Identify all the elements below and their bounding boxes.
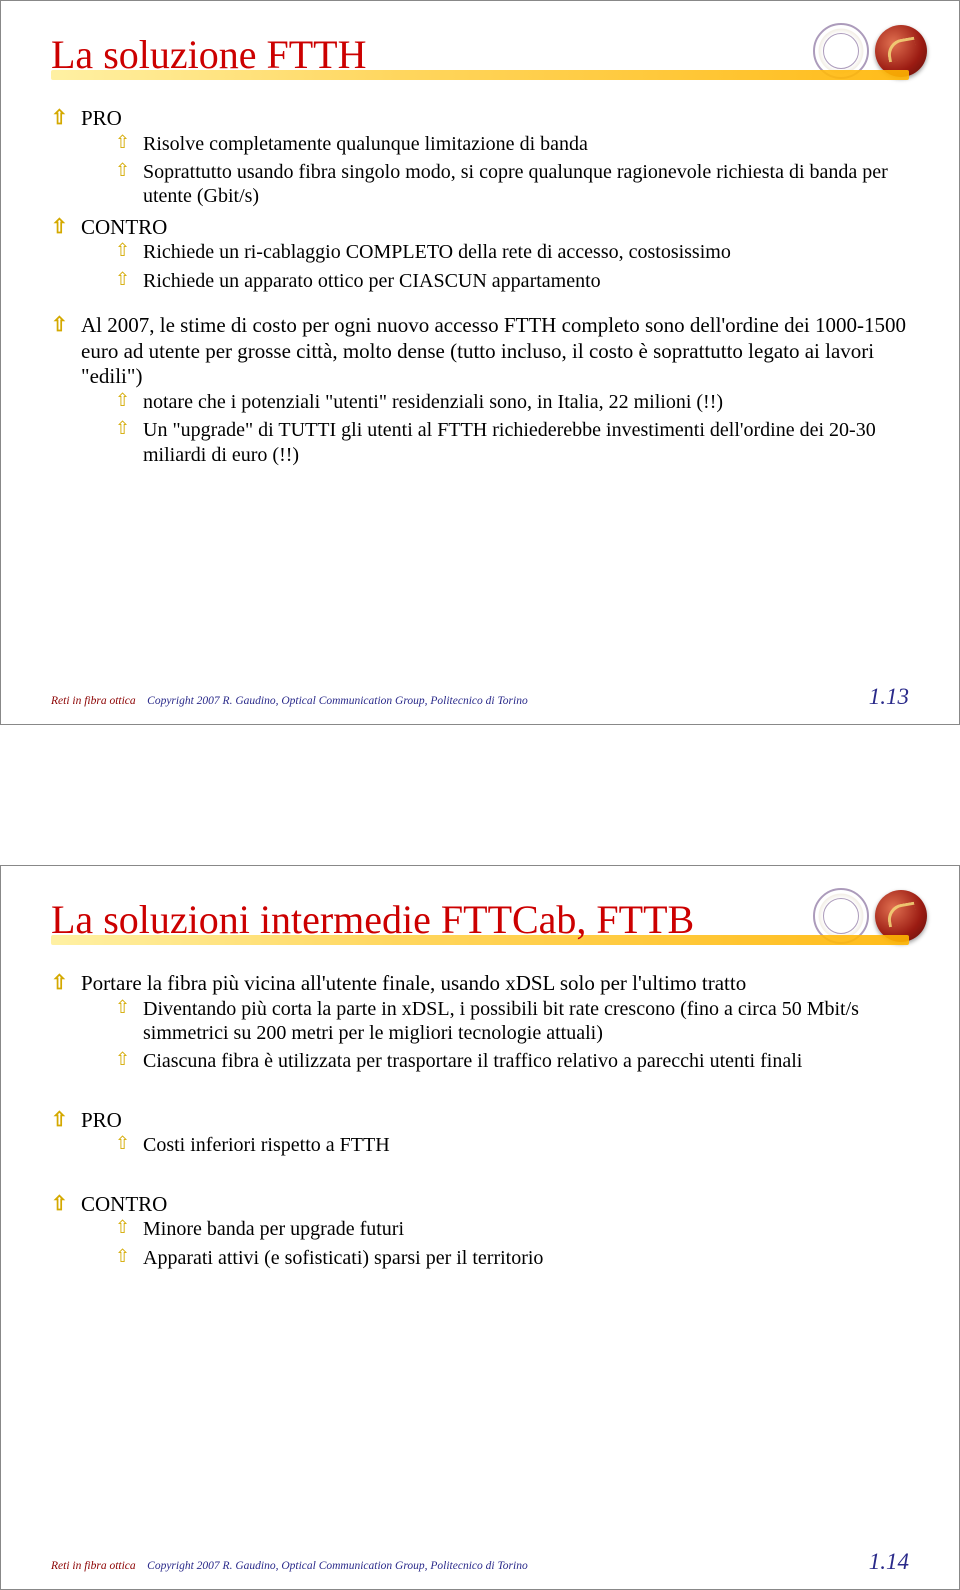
footer-course: Reti in fibra ottica: [51, 1560, 136, 1572]
footer-copyright: Copyright 2007 R. Gaudino, Optical Commu…: [147, 1560, 528, 1572]
contro-label: CONTRO: [81, 215, 167, 239]
bullet-pro: PRO Risolve completamente qualunque limi…: [51, 106, 909, 209]
intro-text: Portare la fibra più vicina all'utente f…: [81, 971, 746, 995]
pro-label: PRO: [81, 1108, 122, 1132]
bullet-intro: Portare la fibra più vicina all'utente f…: [51, 971, 909, 1074]
footer-course: Reti in fibra ottica: [51, 695, 136, 707]
title-wrap: La soluzioni intermedie FTTCab, FTTB: [51, 896, 909, 943]
list-item: Un "upgrade" di TUTTI gli utenti al FTTH…: [115, 418, 909, 467]
list-item: Costi inferiori rispetto a FTTH: [115, 1133, 909, 1157]
contro-label: CONTRO: [81, 1192, 167, 1216]
slide-footer: Reti in fibra ottica Copyright 2007 R. G…: [51, 1549, 909, 1575]
page-number: 1.13: [869, 684, 909, 710]
pro-label: PRO: [81, 106, 122, 130]
slide-14: La soluzioni intermedie FTTCab, FTTB Por…: [0, 865, 960, 1590]
list-item: Richiede un ri-cablaggio COMPLETO della …: [115, 240, 909, 264]
al2007-text: Al 2007, le stime di costo per ogni nuov…: [81, 313, 906, 388]
footer-text: Reti in fibra ottica Copyright 2007 R. G…: [51, 1560, 528, 1572]
slide-13: La soluzione FTTH PRO Risolve completame…: [0, 0, 960, 725]
slide-footer: Reti in fibra ottica Copyright 2007 R. G…: [51, 684, 909, 710]
list-item: notare che i potenziali "utenti" residen…: [115, 390, 909, 414]
list-item: Diventando più corta la parte in xDSL, i…: [115, 997, 909, 1046]
list-item: Soprattutto usando fibra singolo modo, s…: [115, 160, 909, 209]
bullet-al2007: Al 2007, le stime di costo per ogni nuov…: [51, 313, 909, 467]
list-item: Apparati attivi (e sofisticati) sparsi p…: [115, 1246, 909, 1270]
list-item: Risolve completamente qualunque limitazi…: [115, 132, 909, 156]
footer-copyright: Copyright 2007 R. Gaudino, Optical Commu…: [147, 695, 528, 707]
bullet-contro: CONTRO Minore banda per upgrade futuri A…: [51, 1192, 909, 1270]
bullet-pro: PRO Costi inferiori rispetto a FTTH: [51, 1108, 909, 1158]
list-item: Richiede un apparato ottico per CIASCUN …: [115, 269, 909, 293]
slide-title: La soluzione FTTH: [51, 31, 909, 78]
list-item: Ciascuna fibra è utilizzata per trasport…: [115, 1049, 909, 1073]
footer-text: Reti in fibra ottica Copyright 2007 R. G…: [51, 695, 528, 707]
bullet-contro: CONTRO Richiede un ri-cablaggio COMPLETO…: [51, 215, 909, 293]
slide-content: Portare la fibra più vicina all'utente f…: [51, 971, 909, 1270]
slide-title: La soluzioni intermedie FTTCab, FTTB: [51, 896, 909, 943]
page-number: 1.14: [869, 1549, 909, 1575]
title-wrap: La soluzione FTTH: [51, 31, 909, 78]
list-item: Minore banda per upgrade futuri: [115, 1217, 909, 1241]
slide-content: PRO Risolve completamente qualunque limi…: [51, 106, 909, 467]
